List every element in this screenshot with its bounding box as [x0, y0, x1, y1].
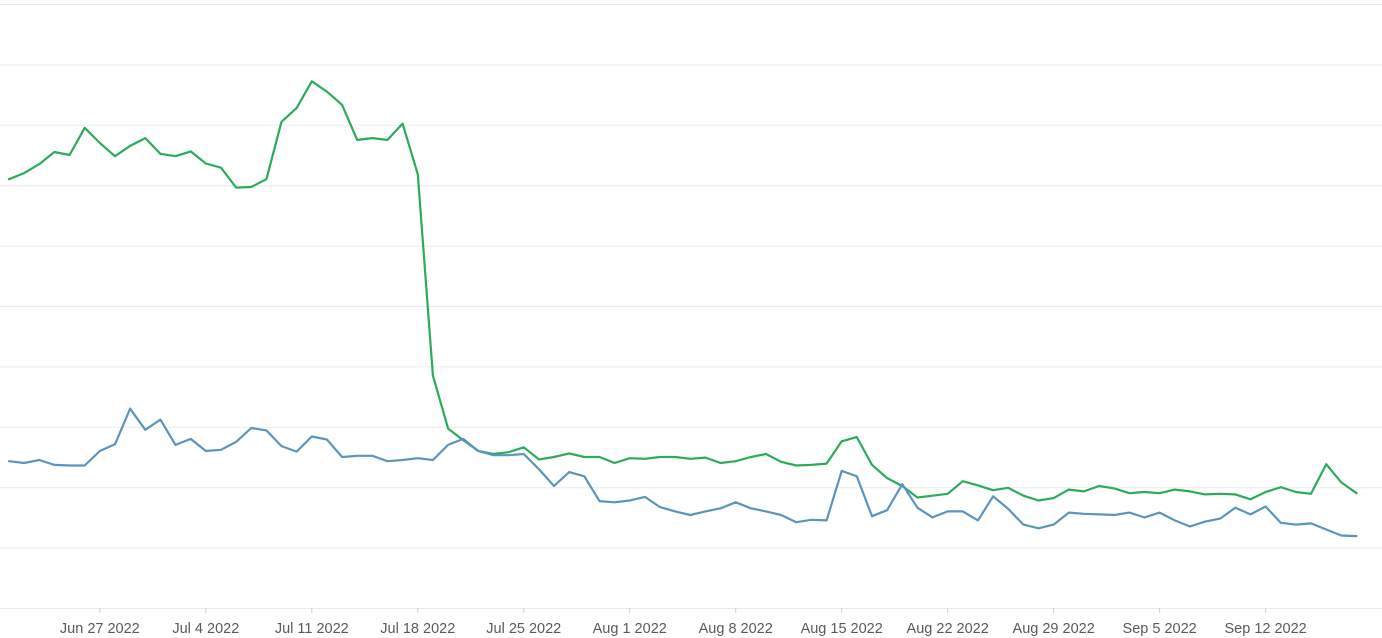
x-tick-label: Sep 12 2022 [1224, 621, 1306, 637]
x-tick-label: Aug 8 2022 [699, 621, 773, 637]
x-axis-labels: Jun 27 2022 Jul 4 2022 Jul 11 2022 Jul 18 2… [60, 621, 1307, 637]
x-tick-label: Jul 18 2022 [380, 621, 455, 637]
x-tick-label: Aug 15 2022 [801, 621, 883, 637]
x-tick-label: Aug 29 2022 [1013, 621, 1095, 637]
x-tick-label: Jun 27 2022 [60, 621, 140, 637]
x-tick-label: Jul 25 2022 [486, 621, 561, 637]
x-axis-ticks [99, 608, 1267, 613]
gridlines [0, 4, 1382, 609]
series-line-1 [7, 80, 1358, 502]
x-tick-label: Jul 4 2022 [172, 621, 239, 637]
x-tick-label: Jul 11 2022 [275, 621, 349, 637]
x-tick-label: Aug 1 2022 [593, 621, 667, 637]
series-lines [7, 80, 1358, 538]
series-line-2 [7, 407, 1358, 538]
x-tick-label: Aug 22 2022 [907, 621, 989, 637]
x-tick-label: Sep 5 2022 [1123, 621, 1197, 637]
